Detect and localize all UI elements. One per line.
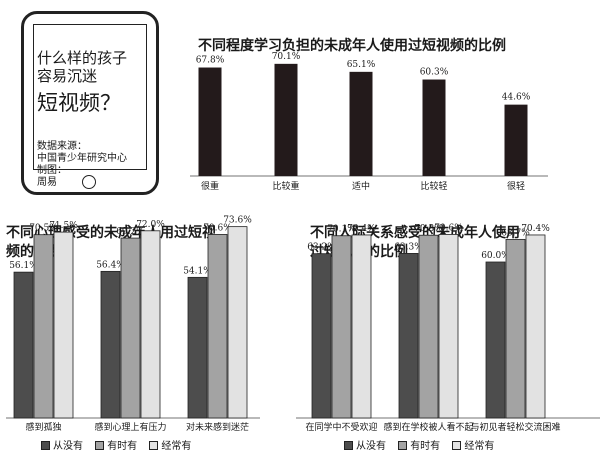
legend-swatch-sometimes	[398, 441, 408, 450]
poster-phone-frame: 什么样的孩子 容易沉迷 短视频？ 数据来源： 中国青少年研究中心 制图： 周易	[21, 11, 159, 195]
chart2-bar	[227, 226, 248, 419]
source-name: 中国青少年研究中心	[37, 153, 127, 164]
chart3-bar	[505, 238, 526, 419]
legend-label-never: 从没有	[356, 441, 386, 452]
chart1-category-label: 适中	[352, 180, 370, 192]
chart1-bar	[274, 63, 298, 177]
legend-label-sometimes: 有时有	[107, 441, 138, 452]
poster-headline-line1: 什么样的孩子	[37, 49, 128, 67]
legend-item-often: 经常有	[452, 441, 494, 452]
legend-label-often: 经常有	[161, 441, 192, 452]
chart1-category-label: 很轻	[507, 180, 525, 192]
legend-swatch-often	[452, 441, 462, 450]
chart1-bar	[422, 79, 446, 176]
chart1-category-label: 比较轻	[420, 180, 447, 192]
chart1-value-label: 70.1%	[272, 52, 301, 62]
chart3-value-label: 70.3%	[414, 224, 443, 234]
legend-item-often: 经常有	[149, 441, 191, 452]
chart2-bar	[13, 271, 34, 419]
chart1-category-label: 比较重	[272, 180, 299, 192]
legend-swatch-never	[41, 441, 50, 450]
chart1-value-label: 67.8%	[196, 56, 225, 66]
chart2-value-label: 56.1%	[9, 261, 38, 271]
chart3-bar	[438, 234, 459, 419]
legend-label-never: 从没有	[53, 441, 83, 452]
chart3-value-label: 63.3%	[394, 242, 423, 252]
legend-item-never: 从没有	[344, 441, 386, 452]
chart2-category-label: 感到心理上有压力	[94, 421, 166, 433]
chart2-value-label: 72.0%	[136, 220, 165, 230]
legend-item-sometimes: 有时有	[95, 441, 137, 452]
chart2-value-label: 73.6%	[223, 216, 252, 226]
chart2-bar	[33, 234, 54, 419]
chart2-value-label: 70.6%	[203, 223, 232, 233]
chart3-category-label: 感到在学校被人看不起	[383, 421, 473, 433]
legend-swatch-never	[344, 441, 353, 450]
maker-label: 制图：	[37, 165, 67, 176]
chart3-bar	[525, 234, 546, 419]
chart2-value-label: 56.4%	[96, 260, 125, 270]
chart3-bar	[351, 234, 372, 419]
chart3-bar	[485, 261, 506, 419]
chart2-value-label: 70.5%	[29, 224, 58, 234]
chart1-title: 不同程度学习负担的未成年人使用过短视频的比例	[198, 38, 506, 54]
maker-name: 周易	[37, 177, 57, 188]
chart2-bar	[140, 230, 161, 419]
chart2-bar	[53, 231, 74, 419]
legend-swatch-sometimes	[95, 441, 105, 450]
chart3-value-label: 70.4%	[347, 224, 376, 234]
chart1-bar	[198, 67, 222, 176]
chart3-value-label: 60.0%	[481, 251, 510, 261]
chart3-value-label: 70.6%	[434, 223, 463, 233]
poster-headline-line3: 短视频？	[37, 91, 121, 115]
source-label: 数据来源：	[37, 141, 87, 152]
chart1-bar	[504, 104, 528, 176]
chart2-bar	[120, 237, 141, 419]
chart3-value-label: 70.4%	[521, 224, 550, 234]
chart1-value-label: 65.1%	[347, 60, 376, 70]
chart2-category-label: 感到孤独	[25, 421, 61, 433]
chart3-bar	[331, 235, 352, 419]
chart2-value-label: 54.1%	[183, 266, 212, 276]
legend-label-often: 经常有	[464, 441, 495, 452]
chart3-category-label: 在同学中不受欢迎	[305, 421, 377, 433]
chart2-value-label: 69.2%	[116, 227, 145, 237]
chart1-bar	[349, 71, 373, 176]
home-button-icon	[82, 175, 96, 189]
chart3-legend: 从没有 有时有 经常有	[344, 437, 503, 452]
chart3-value-label: 68.7%	[501, 228, 530, 238]
chart2-value-label: 71.5%	[49, 221, 78, 231]
chart2-category-label: 对未来感到迷茫	[186, 421, 249, 433]
chart3-value-label: 70.1%	[327, 225, 356, 235]
phone-screen: 什么样的孩子 容易沉迷 短视频？ 数据来源： 中国青少年研究中心 制图： 周易	[33, 24, 147, 188]
legend-item-sometimes: 有时有	[398, 441, 440, 452]
chart2-bar	[100, 270, 121, 419]
legend-item-never: 从没有	[41, 441, 83, 452]
chart3-bar	[311, 253, 332, 419]
chart2-bar	[207, 234, 228, 419]
legend-swatch-often	[149, 441, 159, 450]
chart3-value-label: 63.2%	[307, 243, 336, 253]
chart1-value-label: 60.3%	[420, 68, 449, 78]
chart1-category-label: 很重	[201, 180, 219, 192]
legend-label-sometimes: 有时有	[410, 441, 441, 452]
chart3-bar	[398, 253, 419, 419]
poster-headline-line2: 容易沉迷	[37, 67, 98, 85]
chart1-value-label: 44.6%	[502, 93, 531, 103]
chart2-legend: 从没有 有时有 经常有	[41, 437, 200, 452]
chart3-bar	[418, 234, 439, 419]
chart2-bar	[187, 276, 208, 419]
chart3-category-label: 与初见者轻松交流困难	[470, 421, 560, 433]
